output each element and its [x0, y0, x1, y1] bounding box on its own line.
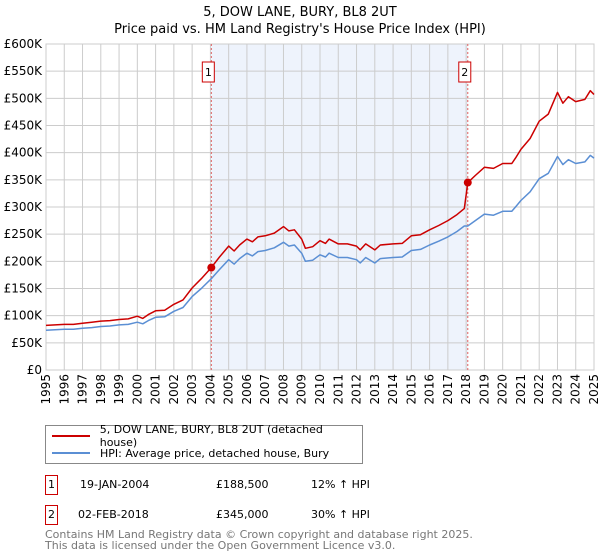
sale-label-box: 2 [458, 61, 472, 83]
x-tick-label: 2011 [331, 374, 345, 405]
sale-point [207, 263, 216, 272]
footer: Contains HM Land Registry data © Crown c… [45, 529, 473, 551]
sale-point [463, 178, 472, 187]
x-tick-label: 2014 [386, 374, 400, 405]
sale-price: £345,000 [216, 508, 269, 521]
y-tick-label: £550K [4, 64, 44, 78]
plot-border [45, 43, 595, 371]
y-tick-label: £450K [4, 119, 44, 133]
x-tick-label: 2009 [295, 374, 309, 405]
legend-label-hpi: HPI: Average price, detached house, Bury [100, 446, 330, 460]
sale-date: 02-FEB-2018 [78, 508, 149, 521]
x-tick-label: 2008 [276, 374, 290, 405]
x-tick-label: 2015 [404, 374, 418, 405]
price-chart: £0 £50K £100K £150K £200K £250K £300K £350K £400… [4, 37, 600, 405]
y-tick-label: £0 [27, 363, 42, 377]
y-tick-label: £150K [4, 282, 44, 296]
y-tick-label: £400K [4, 146, 44, 160]
y-tick-label: £200K [4, 254, 44, 268]
x-tick-label: 2007 [258, 374, 272, 405]
sale-label-border [201, 61, 215, 83]
y-tick-label: £250K [4, 227, 44, 241]
sale-price: £188,500 [216, 478, 269, 491]
sale-label-border [458, 61, 472, 83]
x-tick-label: 1998 [94, 374, 108, 405]
legend-item-hpi: HPI: Average price, detached house, Bury [52, 446, 329, 460]
sale-hpi-diff: 30% ↑ HPI [311, 508, 370, 521]
x-tick-label: 2006 [240, 374, 254, 405]
x-tick-label: 1996 [57, 374, 71, 405]
x-tick-label: 2012 [350, 374, 364, 405]
y-tick-label: £300K [4, 200, 44, 214]
y-tick-label: £350K [4, 173, 44, 187]
x-tick-label: 1997 [76, 374, 90, 405]
y-tick-label: £50K [11, 336, 43, 350]
x-tick-label: 2016 [423, 374, 437, 405]
x-tick-label: 2017 [441, 374, 455, 405]
property-price-line [45, 89, 595, 327]
x-tick-label: 2019 [477, 374, 491, 405]
x-tick-label: 2025 [587, 374, 600, 405]
sale-badge: 2 [45, 505, 58, 525]
footer-line-2: This data is licensed under the Open Gov… [45, 539, 396, 552]
legend-label-property: 5, DOW LANE, BURY, BL8 2UT (detached hou… [99, 423, 323, 449]
chart-title: 5, DOW LANE, BURY, BL8 2UT [203, 5, 397, 20]
x-tick-label: 2004 [203, 374, 217, 405]
hpi-line [45, 154, 595, 332]
x-tick-label: 2024 [569, 374, 583, 405]
legend: 5, DOW LANE, BURY, BL8 2UT (detached hou… [45, 423, 363, 464]
legend-swatch-red [52, 435, 90, 437]
x-tick-label: 2022 [532, 374, 546, 405]
x-tick-label: 2018 [459, 374, 473, 405]
y-tick-label: £600K [4, 37, 44, 51]
sale-hpi-diff: 12% ↑ HPI [311, 478, 370, 491]
x-tick-label: 2002 [167, 374, 181, 405]
x-tick-label: 2001 [149, 374, 163, 405]
x-tick-label: 2010 [313, 374, 327, 405]
legend-item-property: 5, DOW LANE, BURY, BL8 2UT (detached hou… [52, 423, 362, 449]
legend-swatch-blue [52, 452, 90, 454]
x-tick-label: 2003 [185, 374, 199, 405]
x-tick-label: 1995 [39, 374, 53, 405]
sale-date: 19-JAN-2004 [80, 478, 150, 491]
x-tick-label: 2023 [550, 374, 564, 405]
sale-label-box: 1 [201, 61, 215, 83]
y-tick-label: £100K [4, 309, 44, 323]
footer-line-1: Contains HM Land Registry data © Crown c… [45, 528, 473, 541]
sale-label-number: 2 [461, 66, 468, 79]
x-tick-label: 2000 [130, 374, 144, 405]
x-tick-label: 2020 [496, 374, 510, 405]
y-tick-label: £500K [4, 91, 44, 105]
x-tick-label: 1999 [112, 374, 126, 405]
x-tick-label: 2021 [514, 374, 528, 405]
x-tick-label: 2013 [368, 374, 382, 405]
sale-badge: 1 [45, 475, 58, 495]
x-tick-label: 2005 [222, 374, 236, 405]
chart-subtitle: Price paid vs. HM Land Registry's House … [114, 22, 486, 37]
sale-label-number: 1 [205, 66, 212, 79]
